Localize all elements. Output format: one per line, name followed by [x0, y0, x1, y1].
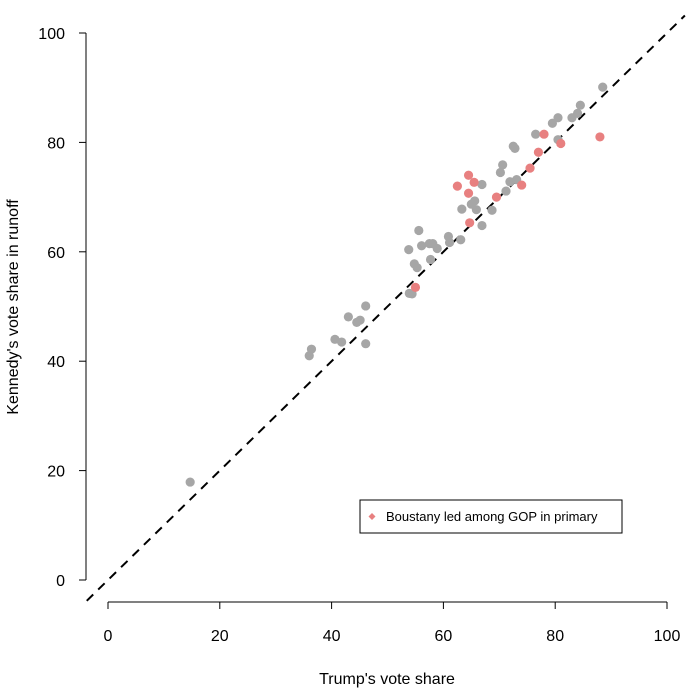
data-point: [477, 220, 487, 231]
data-point-boustany: [556, 138, 566, 149]
y-tick-label: 100: [38, 26, 65, 43]
x-tick-label: 100: [654, 628, 681, 645]
data-point-boustany: [465, 218, 475, 228]
data-point-boustany: [463, 188, 474, 198]
y-tick-label: 0: [56, 573, 65, 590]
data-point: [501, 186, 511, 196]
data-point: [355, 315, 365, 325]
x-tick-label: 0: [104, 628, 113, 645]
data-point: [495, 167, 506, 178]
data-point-boustany: [533, 147, 544, 157]
data-point-boustany: [410, 282, 421, 292]
data-point: [414, 225, 424, 236]
data-point: [432, 243, 442, 254]
data-points: [185, 82, 608, 487]
data-point: [498, 160, 508, 170]
x-axis-ticks: 0 20 40 60 80 100: [104, 602, 681, 645]
data-point: [553, 113, 563, 123]
y-axis-ticks: 0 20 40 60 80 100: [38, 26, 86, 590]
x-axis-title: Trump's vote share: [319, 671, 455, 688]
data-point: [456, 235, 466, 245]
data-point: [598, 82, 608, 92]
data-point: [425, 254, 436, 265]
data-point: [444, 237, 455, 248]
x-tick-label: 60: [435, 628, 453, 645]
legend: Boustany led among GOP in primary: [359, 499, 623, 534]
data-point: [471, 205, 481, 215]
data-point: [572, 108, 583, 119]
y-tick-label: 20: [47, 464, 65, 481]
data-point: [343, 312, 353, 322]
data-point: [510, 143, 520, 154]
legend-marker-icon: [368, 513, 376, 520]
data-point-boustany: [595, 132, 605, 142]
data-point-boustany: [452, 181, 462, 191]
data-point: [306, 344, 317, 354]
x-tick-label: 40: [323, 628, 341, 645]
data-point: [185, 477, 195, 487]
data-point: [412, 263, 422, 273]
data-point: [361, 301, 371, 311]
data-point-boustany: [539, 129, 549, 139]
data-point: [531, 129, 541, 139]
legend-box: [359, 499, 623, 534]
data-point-boustany: [517, 180, 527, 190]
data-point-boustany: [525, 163, 535, 173]
data-point-boustany: [469, 177, 479, 187]
data-point-boustany: [491, 192, 502, 202]
data-point: [404, 245, 414, 255]
y-tick-label: 40: [47, 354, 65, 371]
data-point: [337, 337, 347, 347]
data-point: [477, 179, 487, 190]
legend-label: Boustany led among GOP in primary: [386, 509, 598, 524]
data-point: [416, 241, 427, 251]
y-tick-label: 80: [47, 135, 65, 152]
y-tick-label: 60: [47, 245, 65, 262]
data-point: [487, 205, 497, 215]
y-axis-title: Kennedy's vote share in runoff: [5, 199, 22, 415]
reference-line-group: [86, 14, 686, 602]
x-tick-label: 20: [211, 628, 229, 645]
data-point: [470, 196, 480, 206]
data-point: [457, 204, 467, 214]
reference-line: [86, 14, 686, 602]
data-point-boustany: [463, 170, 474, 180]
data-point: [575, 100, 585, 110]
x-tick-label: 80: [546, 628, 564, 645]
data-point: [361, 339, 371, 349]
